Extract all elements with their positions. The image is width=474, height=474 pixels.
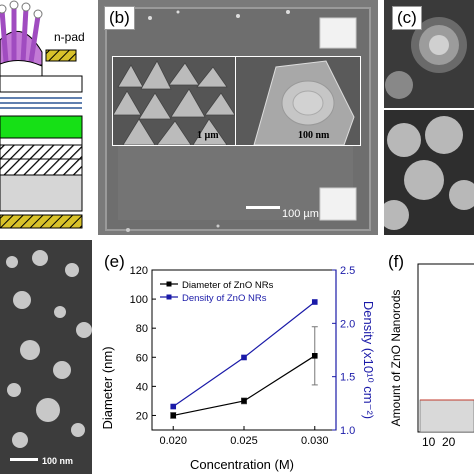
panel-b-sem: (b) 1 µm 100 nm 100 µm xyxy=(98,0,378,235)
chart-e-ytick-right-label: 1.0 xyxy=(340,425,355,437)
n-pad-label: n-pad xyxy=(54,30,85,44)
panel-f-label: (f) xyxy=(388,252,404,271)
chart-ylabel-right: Density (x10¹⁰ cm⁻²) xyxy=(361,301,376,419)
chart-e-ytick-label: 120 xyxy=(130,265,148,277)
chart-xlabel: Concentration (M) xyxy=(190,457,294,472)
panel-c-label: (c) xyxy=(392,6,422,30)
nanorod-bundle xyxy=(0,0,43,66)
inset-left-sem: 1 µm xyxy=(112,56,236,146)
scale-bar-b xyxy=(246,206,280,209)
chart-e-ytick-right-label: 1.5 xyxy=(340,372,355,384)
legend-label: Diameter of ZnO NRs xyxy=(182,280,274,291)
panel-e-chart: (e) Diameter (nm) Density (x10¹⁰ cm⁻²) C… xyxy=(98,240,378,474)
legend-marker xyxy=(166,294,172,300)
chart-ylabel: Diameter (nm) xyxy=(100,346,115,429)
legend-marker xyxy=(166,281,172,287)
panel-c-images xyxy=(384,0,474,235)
data-point xyxy=(241,354,247,361)
panel-a-schematic: n-pad xyxy=(0,0,92,235)
chart-f-ylabel: Amount of ZnO Nanorods xyxy=(389,290,403,427)
chart-e-xtick-label: 0.030 xyxy=(301,435,329,447)
chart-e-ytick-label: 20 xyxy=(136,410,148,422)
chart-e-ytick-right-label: 2.0 xyxy=(340,318,355,330)
data-point xyxy=(311,299,318,305)
panel-d-sem: 100 nm xyxy=(0,240,92,474)
data-point xyxy=(241,398,247,404)
panel-c-sem: (c) xyxy=(384,0,474,235)
panel-b-label: (b) xyxy=(104,6,135,30)
chart-e-xtick-label: 0.020 xyxy=(159,435,187,447)
chart-e-svg: (e) Diameter (nm) Density (x10¹⁰ cm⁻²) C… xyxy=(100,252,376,472)
chart-e-ytick-right-label: 2.5 xyxy=(340,265,355,277)
chart-e-xtick-label: 0.025 xyxy=(230,435,258,447)
scale-bar-d xyxy=(10,458,38,461)
inset-right-sem: 100 nm xyxy=(235,56,361,146)
data-point xyxy=(170,403,177,410)
panel-f-chart: (f) Amount of ZnO Nanorods 10 20 xyxy=(384,240,474,474)
chart-e-ytick-label: 100 xyxy=(130,294,148,306)
series-line-1 xyxy=(172,301,316,408)
chart-e-ytick-label: 80 xyxy=(136,323,148,335)
chart-e-ytick-label: 40 xyxy=(136,381,148,393)
data-point xyxy=(311,353,318,359)
n-pad xyxy=(45,49,77,62)
legend-label: Density of ZnO NRs xyxy=(182,293,267,304)
series-line-0 xyxy=(173,355,316,417)
scale-label-b: 100 µm xyxy=(282,208,319,220)
chart-f-bar xyxy=(419,399,474,433)
inset-right-scale-label: 100 nm xyxy=(298,130,330,141)
chart-f-svg: (f) Amount of ZnO Nanorods 10 20 xyxy=(388,252,474,449)
inset-left-scale-label: 1 µm xyxy=(197,130,219,141)
chart-f-xtick-20: 20 xyxy=(442,435,456,449)
led-structure-diagram: n-pad xyxy=(0,0,85,229)
panel-e-label: (e) xyxy=(104,252,125,271)
active-layer xyxy=(0,115,83,139)
chart-f-xtick-10: 10 xyxy=(422,435,436,449)
data-point xyxy=(170,412,177,419)
scale-label-d: 100 nm xyxy=(42,456,74,466)
chart-e-ytick-label: 60 xyxy=(136,352,148,364)
